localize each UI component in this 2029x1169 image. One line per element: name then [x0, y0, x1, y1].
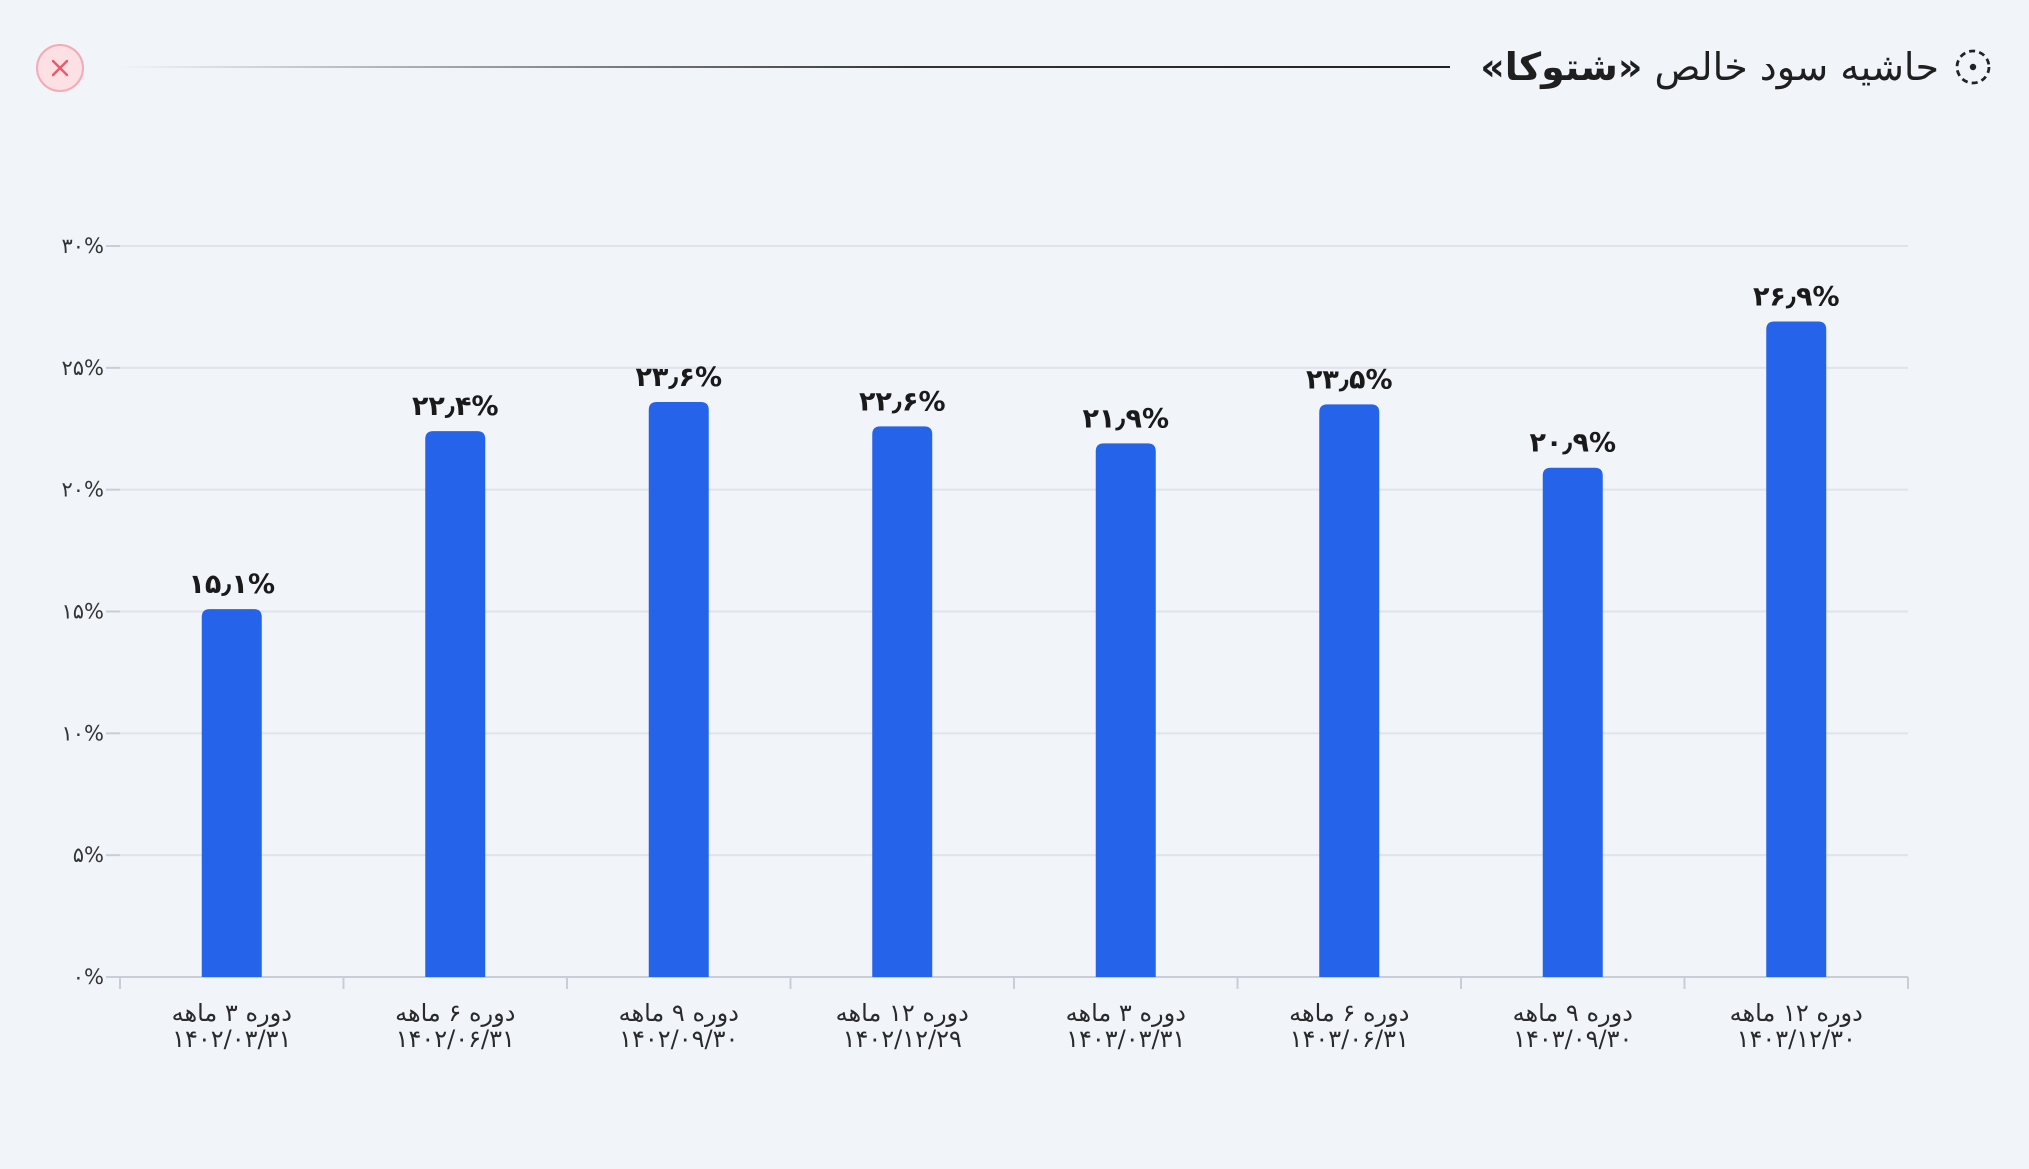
- dashed-circle-dot-icon: [1955, 49, 1991, 85]
- y-tick-label: ۱۵%: [61, 600, 104, 624]
- close-icon: [51, 59, 69, 77]
- x-category-date-label: ۱۴۰۳/۰۶/۳۱: [1290, 1025, 1409, 1053]
- y-tick-label: ۲۵%: [61, 356, 104, 380]
- bar-value-label: ۲۲٫۴%: [412, 391, 499, 422]
- bar-value-label: ۲۱٫۹%: [1082, 403, 1169, 434]
- bar-value-label: ۲۳٫۵%: [1306, 364, 1393, 395]
- bar: [872, 426, 933, 977]
- grid-lines: [106, 245, 1908, 978]
- bar: [201, 609, 262, 977]
- y-tick-label: ۳۰%: [61, 234, 104, 258]
- title-group: حاشیه سود خالص «شتوکا»: [1480, 38, 1993, 96]
- bars: [201, 321, 1827, 978]
- x-category-period-label: دوره ۳ ماهه: [1066, 999, 1186, 1027]
- x-category-date-label: ۱۴۰۲/۰۹/۳۰: [619, 1025, 738, 1053]
- x-category-period-label: دوره ۹ ماهه: [1513, 999, 1633, 1027]
- x-category-date-label: ۱۴۰۲/۱۲/۲۹: [843, 1025, 962, 1053]
- x-category-date-label: ۱۴۰۳/۰۹/۳۰: [1513, 1025, 1632, 1053]
- x-category-period-label: دوره ۹ ماهه: [619, 999, 739, 1027]
- title-divider-line: [118, 66, 1450, 68]
- y-tick-label: ۵%: [73, 843, 104, 867]
- x-category-period-label: دوره ۱۲ ماهه: [836, 999, 969, 1027]
- x-category-date-label: ۱۴۰۳/۱۲/۳۰: [1737, 1025, 1856, 1053]
- bar: [1319, 404, 1380, 978]
- y-tick-label: ۱۰%: [61, 721, 104, 745]
- bar: [425, 431, 486, 978]
- y-axis-tick-labels: ۰% ۵% ۱۰% ۱۵% ۲۰% ۲۵% ۳۰%: [61, 234, 104, 989]
- bar: [1095, 443, 1156, 977]
- page-title: حاشیه سود خالص «شتوکا»: [1480, 45, 1939, 89]
- bar: [1766, 321, 1827, 978]
- chart-header: حاشیه سود خالص «شتوکا»: [0, 0, 2029, 140]
- bar-value-label: ۱۵٫۱%: [188, 569, 275, 600]
- x-category-date-label: ۱۴۰۲/۰۶/۳۱: [396, 1025, 515, 1053]
- y-tick-label: ۰%: [73, 965, 104, 989]
- bar-value-label: ۲۶٫۹%: [1753, 282, 1840, 313]
- bar: [648, 401, 709, 977]
- title-prefix: حاشیه سود خالص: [1654, 45, 1940, 89]
- bar-value-label: ۲۲٫۶%: [859, 386, 946, 417]
- bar-value-label: ۲۳٫۶%: [635, 362, 722, 393]
- bar-value-label: ۲۰٫۹%: [1529, 428, 1616, 459]
- close-button[interactable]: [36, 44, 84, 92]
- x-category-period-label: دوره ۶ ماهه: [1289, 999, 1409, 1027]
- bar-value-labels: ۱۵٫۱% ۲۲٫۴% ۲۳٫۶% ۲۲٫۶% ۲۱٫۹% ۲۳٫۵% ۲۰٫۹% ۲۶٫۹%: [188, 282, 1839, 601]
- x-category-period-label: دوره ۶ ماهه: [395, 999, 515, 1027]
- y-tick-label: ۲۰%: [61, 478, 104, 502]
- title-company-name: «شتوکا»: [1480, 45, 1643, 89]
- x-category-date-label: ۱۴۰۲/۰۳/۳۱: [172, 1025, 291, 1053]
- x-category-period-label: دوره ۳ ماهه: [172, 999, 292, 1027]
- x-axis: [119, 976, 1909, 989]
- x-category-period-label: دوره ۱۲ ماهه: [1730, 999, 1863, 1027]
- x-category-date-label: ۱۴۰۳/۰۳/۳۱: [1066, 1025, 1185, 1053]
- bar: [1542, 467, 1603, 977]
